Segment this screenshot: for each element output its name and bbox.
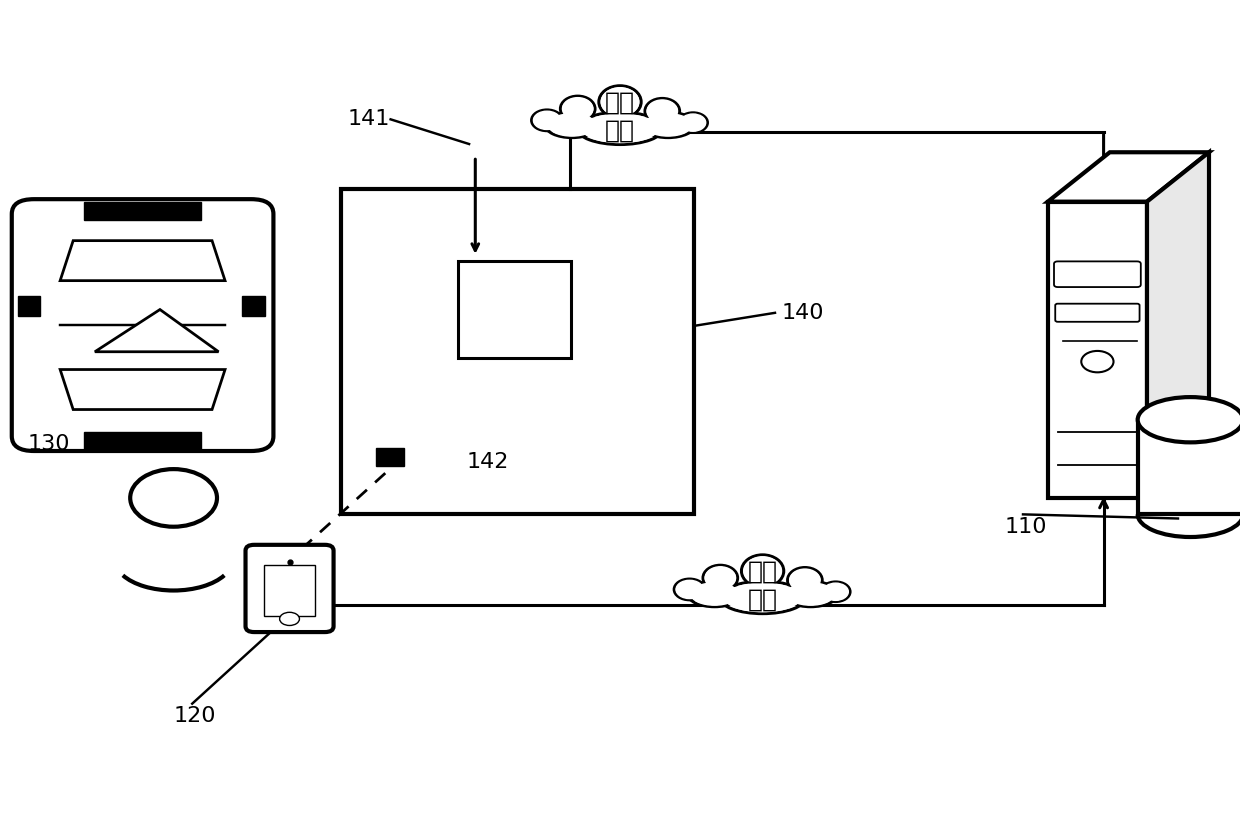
Text: 110: 110 [1004, 517, 1047, 537]
Ellipse shape [548, 114, 595, 136]
Ellipse shape [577, 112, 663, 145]
Ellipse shape [675, 579, 704, 600]
Text: 通信
连接: 通信 连接 [605, 91, 635, 142]
Text: 130: 130 [27, 435, 69, 454]
Polygon shape [61, 370, 226, 410]
Polygon shape [1147, 152, 1209, 498]
Ellipse shape [823, 584, 848, 600]
Polygon shape [95, 309, 218, 351]
Bar [341, 189, 694, 514]
Ellipse shape [742, 555, 784, 587]
Ellipse shape [719, 581, 806, 614]
Ellipse shape [784, 581, 837, 607]
FancyBboxPatch shape [1054, 262, 1141, 287]
Bar [84, 202, 201, 220]
Text: 142: 142 [466, 452, 508, 472]
Bar [84, 432, 201, 450]
Ellipse shape [641, 112, 694, 137]
Ellipse shape [744, 557, 781, 585]
Ellipse shape [678, 113, 708, 133]
Ellipse shape [787, 583, 835, 605]
Ellipse shape [681, 114, 706, 131]
Ellipse shape [645, 114, 692, 136]
Ellipse shape [688, 581, 742, 607]
Bar [377, 448, 404, 466]
Ellipse shape [601, 88, 639, 116]
Ellipse shape [563, 98, 593, 120]
Polygon shape [61, 240, 226, 281]
Ellipse shape [532, 110, 562, 131]
Polygon shape [1048, 202, 1147, 498]
Circle shape [279, 612, 300, 625]
Bar [264, 565, 315, 616]
Text: 140: 140 [781, 303, 823, 323]
Ellipse shape [706, 567, 735, 589]
Ellipse shape [560, 96, 595, 122]
Bar [458, 261, 570, 358]
FancyBboxPatch shape [1055, 304, 1140, 322]
Ellipse shape [533, 111, 560, 129]
Ellipse shape [1137, 398, 1240, 443]
Ellipse shape [676, 580, 703, 598]
Ellipse shape [790, 569, 820, 592]
Ellipse shape [599, 86, 641, 118]
Ellipse shape [703, 565, 738, 591]
Bar [1138, 420, 1240, 514]
FancyBboxPatch shape [12, 199, 273, 451]
Ellipse shape [724, 584, 801, 611]
Ellipse shape [582, 114, 658, 142]
Bar [19, 295, 41, 316]
Ellipse shape [821, 582, 851, 602]
Ellipse shape [787, 568, 822, 593]
Text: 通信
连接: 通信 连接 [748, 560, 777, 611]
Text: 141: 141 [347, 109, 389, 129]
Bar [243, 295, 265, 316]
Polygon shape [1048, 152, 1209, 202]
Ellipse shape [645, 99, 680, 123]
Text: 120: 120 [174, 706, 216, 726]
Circle shape [1081, 351, 1114, 372]
FancyBboxPatch shape [246, 545, 334, 632]
Circle shape [130, 469, 217, 527]
Ellipse shape [691, 583, 738, 605]
Ellipse shape [546, 112, 599, 137]
Ellipse shape [647, 100, 677, 123]
